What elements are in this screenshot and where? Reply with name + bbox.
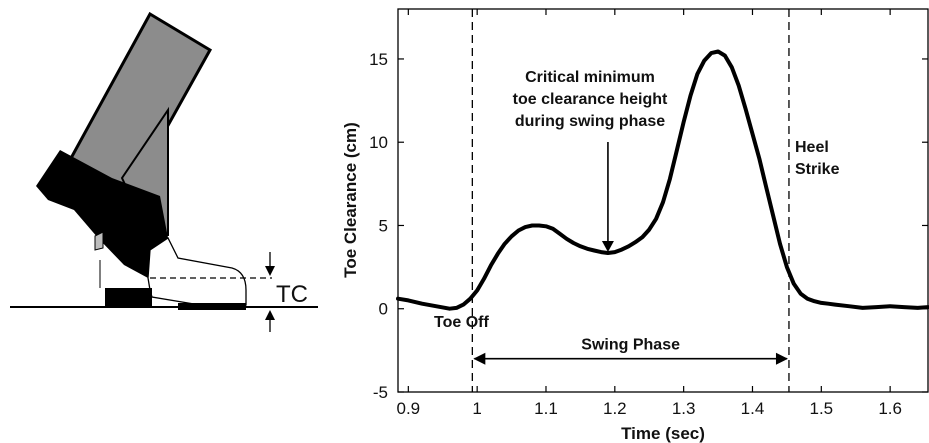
fore-sole — [178, 303, 246, 310]
swing-phase-label: Swing Phase — [581, 337, 680, 354]
chart-marks: 0.9 1 1.1 1.2 1.3 1.4 1.5 1.6 -5 0 5 10 15 Critical m… — [369, 9, 929, 418]
critical-annotation-line: during swing phase — [515, 113, 665, 130]
series-line — [396, 49, 929, 311]
ankle-boot — [36, 150, 168, 278]
swing-phase-arrow-head-right — [775, 352, 788, 365]
critical-annotation-line: Critical minimum — [525, 69, 655, 86]
x-tick-label: 1.5 — [809, 399, 833, 418]
x-axis-label: Time (sec) — [621, 424, 705, 443]
x-tick-label: 1.4 — [741, 399, 765, 418]
x-tick-label: 0.9 — [397, 399, 421, 418]
shoe-outline — [147, 237, 247, 306]
tc-arrow-top-head — [265, 266, 275, 276]
plot-frame — [397, 8, 929, 393]
x-tick-label: 1.2 — [603, 399, 627, 418]
y-tick-label: 5 — [379, 216, 388, 235]
x-tick-label: 1.6 — [878, 399, 902, 418]
critical-arrow-head — [601, 240, 614, 252]
toe-clearance-chart: 0.9 1 1.1 1.2 1.3 1.4 1.5 1.6 -5 0 5 10 15 Critical m… — [341, 8, 929, 443]
heel-sole — [105, 288, 152, 308]
heel-strike-label: Strike — [795, 161, 840, 178]
y-tick-label: 10 — [369, 133, 388, 152]
critical-annotation-line: toe clearance height — [513, 91, 668, 108]
y-tick-label: 0 — [379, 300, 388, 319]
swing-phase-arrow-head-left — [473, 352, 486, 365]
boot-heel-detail — [94, 231, 104, 251]
y-tick-label: -5 — [373, 383, 388, 402]
toe-off-label: Toe Off — [434, 314, 489, 331]
y-tick-label: 15 — [369, 50, 388, 69]
x-tick-label: 1.3 — [672, 399, 696, 418]
x-tick-label: 1.1 — [534, 399, 558, 418]
x-tick-label: 1 — [472, 399, 481, 418]
heel-strike-label: Heel — [795, 139, 829, 156]
y-axis-label: Toe Clearance (cm) — [341, 122, 360, 278]
tc-arrow-bottom-head — [265, 310, 275, 320]
tc-label: TC — [276, 281, 308, 308]
foot-toe-clearance-illustration: TC — [10, 11, 318, 332]
